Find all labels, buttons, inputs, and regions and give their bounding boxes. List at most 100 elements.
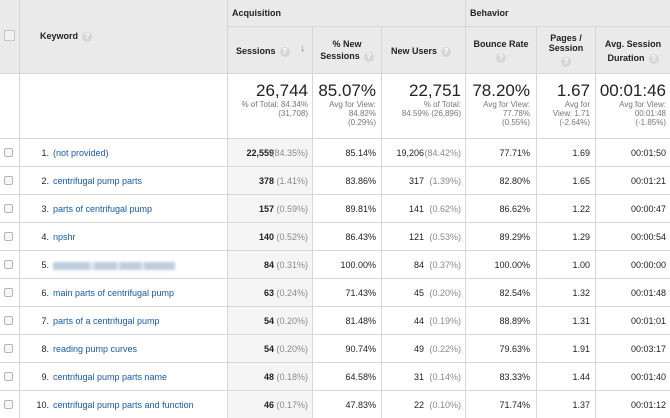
- avg-duration-cell: 00:01:21: [596, 167, 670, 195]
- acquisition-group-header: Acquisition: [228, 0, 466, 27]
- summary-sessions-pct-total: % of Total: 84.34%: [241, 100, 308, 109]
- row-checkbox[interactable]: [4, 176, 13, 185]
- sessions-percent: (0.24%): [276, 288, 308, 298]
- pages-session-value: 1.31: [572, 316, 590, 326]
- keyword-link[interactable]: reading pump curves: [53, 344, 138, 354]
- avg-session-duration-column-header[interactable]: Avg. Session Duration?: [596, 27, 670, 74]
- pct-new-sessions-value: 81.48%: [345, 316, 376, 326]
- sessions-percent: (0.17%): [276, 400, 308, 410]
- select-all-checkbox[interactable]: [4, 30, 15, 41]
- sessions-column-header[interactable]: Sessions? ↓: [228, 27, 313, 74]
- new-users-value: 317: [408, 176, 424, 186]
- avg-duration-value: 00:01:21: [630, 176, 666, 186]
- help-icon[interactable]: ?: [561, 56, 571, 67]
- pages-session-value: 1.29: [572, 232, 590, 242]
- sessions-value: 63: [263, 288, 274, 298]
- bounce-rate-cell: 79.63%: [466, 335, 537, 363]
- keyword-cell: 2. centrifugal pump parts: [20, 167, 228, 195]
- pct-new-sessions-column-header[interactable]: % New Sessions?: [313, 27, 382, 74]
- summary-pages-avg-label: Avg for: [564, 100, 590, 109]
- row-checkbox[interactable]: [4, 148, 13, 157]
- new-users-value: 44: [413, 316, 424, 326]
- pct-new-sessions-cell: 100.00%: [313, 251, 382, 279]
- bounce-rate-cell: 77.71%: [466, 139, 537, 167]
- row-checkbox[interactable]: [4, 204, 13, 213]
- avg-duration-value: 00:01:01: [630, 316, 666, 326]
- row-select-cell: [0, 167, 20, 195]
- keyword-link[interactable]: main parts of centrifugal pump: [53, 288, 175, 298]
- keyword-link[interactable]: npshr: [53, 232, 76, 242]
- keyword-cell: 1. (not provided): [20, 139, 228, 167]
- summary-checkbox-cell: [0, 74, 20, 139]
- select-all-header: [0, 0, 20, 74]
- keyword-link[interactable]: (not provided): [53, 148, 109, 158]
- pct-new-sessions-cell: 83.86%: [313, 167, 382, 195]
- keyword-link[interactable]: parts of centrifugal pump: [53, 204, 153, 214]
- row-index: 7.: [41, 316, 49, 326]
- keyword-link[interactable]: parts of a centrifugal pump: [53, 316, 160, 326]
- new-users-value: 49: [413, 344, 424, 354]
- bounce-rate-value: 86.62%: [499, 204, 530, 214]
- new-users-percent: (0.22%): [429, 344, 461, 354]
- pages-session-value: 1.22: [572, 204, 590, 214]
- keyword-link[interactable]: centrifugal pump parts name: [53, 372, 168, 382]
- new-users-cell: 121 (0.53%): [382, 223, 466, 251]
- row-index: 1.: [41, 148, 49, 158]
- pages-session-value: 1.00: [572, 260, 590, 270]
- row-select-cell: [0, 195, 20, 223]
- sessions-header-label: Sessions: [236, 46, 276, 56]
- summary-pct-new-delta: (0.29%): [347, 118, 376, 127]
- sessions-value: 157: [258, 204, 274, 214]
- sessions-cell: 84 (0.31%): [228, 251, 313, 279]
- help-icon[interactable]: ?: [648, 53, 659, 64]
- help-icon[interactable]: ?: [82, 31, 93, 42]
- new-users-column-header[interactable]: New Users?: [382, 27, 466, 74]
- keyword-cell: 3. parts of centrifugal pump: [20, 195, 228, 223]
- new-users-percent: (0.19%): [429, 316, 461, 326]
- row-checkbox[interactable]: [4, 344, 13, 353]
- behavior-group-header: Behavior: [466, 0, 670, 27]
- pages-session-value: 1.44: [572, 372, 590, 382]
- summary-pages-session: 1.67 Avg for View: 1.71 (-2.64%): [537, 74, 596, 139]
- row-checkbox[interactable]: [4, 288, 13, 297]
- pages-per-session-column-header[interactable]: Pages / Session ?: [537, 27, 596, 74]
- keyword-link[interactable]: centrifugal pump parts: [53, 176, 143, 186]
- sessions-percent: (1.41%): [276, 176, 308, 186]
- pct-new-sessions-value: 83.86%: [345, 176, 376, 186]
- new-users-value: 121: [408, 232, 424, 242]
- row-checkbox[interactable]: [4, 316, 13, 325]
- row-checkbox[interactable]: [4, 260, 13, 269]
- sort-descending-icon[interactable]: ↓: [300, 43, 305, 54]
- acquisition-label: Acquisition: [232, 8, 281, 18]
- sessions-percent: (0.20%): [276, 316, 308, 326]
- pages-session-cell: 1.69: [537, 139, 596, 167]
- row-index: 2.: [41, 176, 49, 186]
- row-select-cell: [0, 279, 20, 307]
- help-icon[interactable]: ?: [279, 46, 290, 57]
- bounce-rate-value: 82.54%: [499, 288, 530, 298]
- summary-keyword-cell: [20, 74, 228, 139]
- sessions-cell: 157 (0.59%): [228, 195, 313, 223]
- help-icon[interactable]: ?: [441, 46, 452, 57]
- keyword-link[interactable]: centrifugal pump parts and function: [53, 400, 194, 410]
- sessions-value: 84: [263, 260, 274, 270]
- summary-new-users-value: 22,751: [409, 81, 461, 100]
- help-icon[interactable]: ?: [363, 51, 374, 62]
- bounce-rate-column-header[interactable]: Bounce Rate ?: [466, 27, 537, 74]
- new-users-cell: 19,206 (84.42%): [382, 139, 466, 167]
- pages-session-value: 1.69: [572, 148, 590, 158]
- help-icon[interactable]: ?: [496, 52, 506, 63]
- bounce-rate-cell: 71.74%: [466, 391, 537, 418]
- row-checkbox[interactable]: [4, 232, 13, 241]
- keyword-column-header[interactable]: Keyword?: [20, 0, 228, 74]
- row-checkbox[interactable]: [4, 400, 13, 409]
- pages-session-value: 1.91: [572, 344, 590, 354]
- row-index: 9.: [41, 372, 49, 382]
- pct-new-sessions-value: 89.81%: [345, 204, 376, 214]
- row-select-cell: [0, 223, 20, 251]
- keyword-link-redacted[interactable]: [53, 251, 175, 279]
- summary-pct-new-sessions: 85.07% Avg for View: 84.82% (0.29%): [313, 74, 382, 139]
- new-users-cell: 84 (0.37%): [382, 251, 466, 279]
- row-checkbox[interactable]: [4, 372, 13, 381]
- sessions-cell: 63 (0.24%): [228, 279, 313, 307]
